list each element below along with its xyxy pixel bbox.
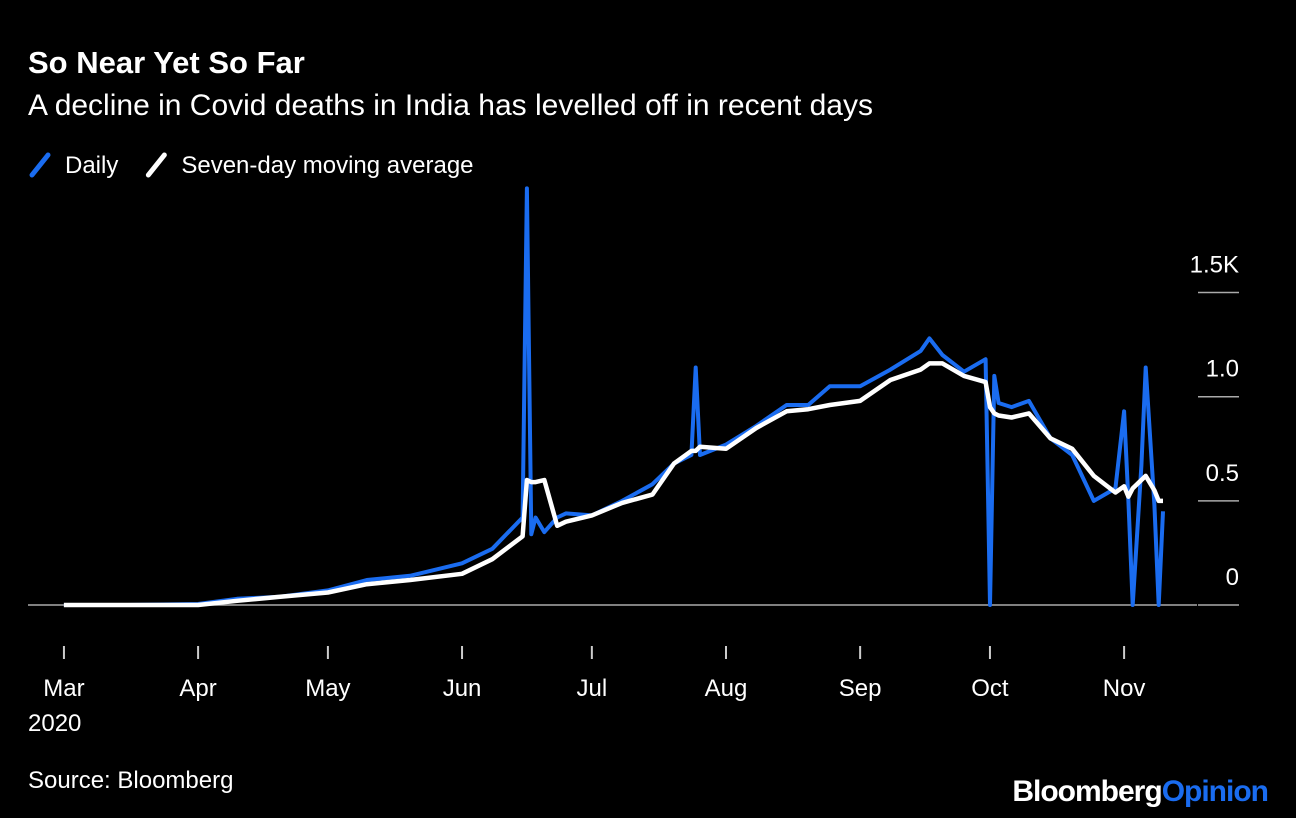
y-tick-label: 0.5	[1206, 460, 1239, 487]
brand-name: Bloomberg	[1012, 775, 1161, 808]
y-tick-label: 0	[1226, 564, 1239, 591]
legend-label: Daily	[65, 152, 118, 179]
x-tick-label: May	[305, 675, 350, 702]
series-line	[63, 361, 1163, 608]
brand: BloombergOpinion	[1012, 775, 1268, 808]
legend-label: Seven-day moving average	[181, 152, 473, 179]
y-tick-label: 1.5K	[1190, 252, 1239, 279]
x-tick-label: Jun	[443, 675, 482, 702]
x-tick-label: Nov	[1103, 675, 1146, 702]
x-tick-label: Aug	[705, 675, 748, 702]
x-tick-label: Apr	[179, 675, 216, 702]
y-tick-label: 1.0	[1206, 356, 1239, 383]
chart-subtitle: A decline in Covid deaths in India has l…	[28, 89, 873, 122]
x-tick-label: Oct	[971, 675, 1009, 702]
x-tick-label: Mar	[43, 675, 84, 702]
x-tick-label: Jul	[577, 675, 608, 702]
legend-swatch	[29, 152, 51, 178]
series-line	[63, 186, 1165, 607]
chart-title: So Near Yet So Far	[28, 45, 305, 80]
source: Source: Bloomberg	[28, 767, 233, 794]
brand-section: Opinion	[1162, 775, 1268, 808]
x-tick-label: Sep	[839, 675, 882, 702]
x-year-label: 2020	[28, 710, 81, 737]
legend-swatch	[145, 152, 167, 178]
